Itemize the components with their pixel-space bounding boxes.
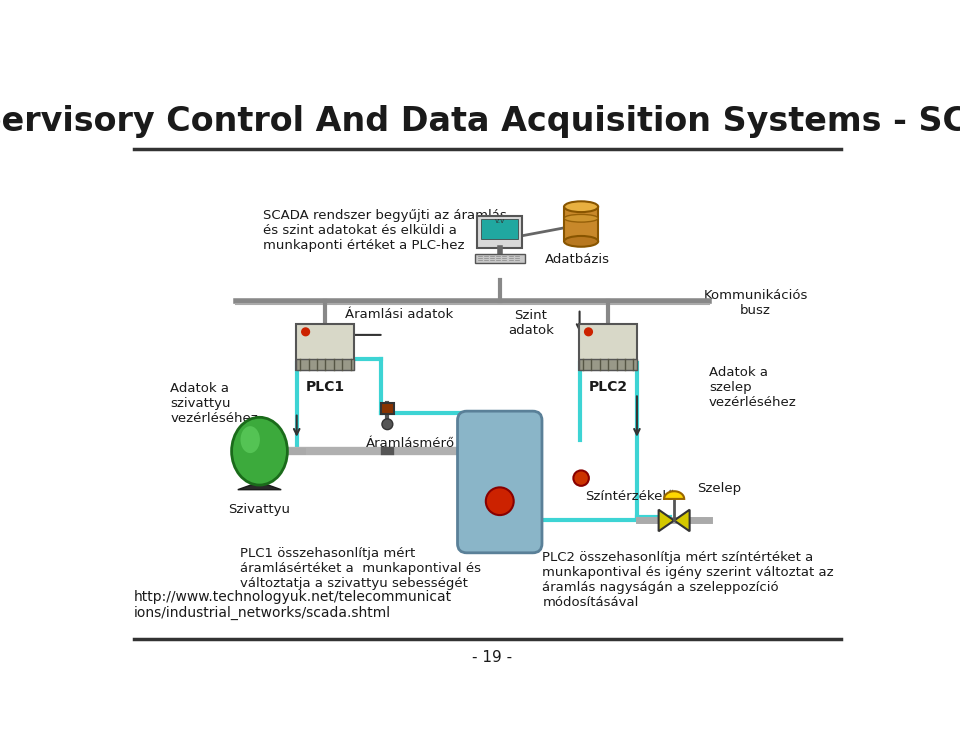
Circle shape [585,328,592,336]
Bar [579,359,637,371]
Text: PLC1 összehasonlítja mért
áramlásértéket a  munkapontival és
változtatja a sziva: PLC1 összehasonlítja mért áramlásértéket… [240,548,481,591]
Text: Áramlásmérő: Áramlásmérő [366,437,455,450]
Bar [474,254,525,263]
Ellipse shape [564,236,598,247]
Text: SCADA rendszer begyűjti az áramlás
és szint adatokat és elküldi a
munkaponti ért: SCADA rendszer begyűjti az áramlás és sz… [263,208,507,251]
Circle shape [382,419,393,429]
Ellipse shape [564,202,598,212]
Text: Színtérzékelő: Színtérzékelő [585,490,674,504]
Text: - 19 -: - 19 - [472,650,512,665]
Circle shape [486,487,514,515]
Text: PLC2 összehasonlítja mért színtértéket a
munkapontival és igény szerint változta: PLC2 összehasonlítja mért színtértéket a… [542,551,834,609]
Text: http://www.technologyuk.net/telecommunicat
ions/industrial_networks/scada.shtml: http://www.technologyuk.net/telecommunic… [134,590,452,620]
FancyBboxPatch shape [458,411,542,553]
Polygon shape [238,482,281,490]
Text: v:v: v:v [494,218,505,224]
Text: PLC1: PLC1 [306,379,345,394]
Text: Adatbázis: Adatbázis [544,253,610,266]
Text: Szelep: Szelep [697,481,741,495]
Text: Szint
adatok: Szint adatok [508,309,554,337]
Polygon shape [664,491,684,499]
Text: Supervisory Control And Data Acquisition Systems - SCADA: Supervisory Control And Data Acquisition… [0,105,960,138]
Ellipse shape [231,417,287,485]
Bar [481,219,518,240]
Bar [564,207,598,241]
FancyBboxPatch shape [579,324,637,371]
Circle shape [573,470,588,486]
Text: Adatok a
szelep
vezérléséhez: Adatok a szelep vezérléséhez [709,367,797,409]
Bar [297,359,354,371]
Polygon shape [659,510,674,531]
Circle shape [301,328,309,336]
Text: Kommunikációs
busz: Kommunikációs busz [704,289,807,318]
Ellipse shape [564,214,598,222]
Text: Áramlási adatok: Áramlási adatok [345,309,453,321]
Polygon shape [674,510,689,531]
Text: Szivattyu: Szivattyu [228,503,291,516]
Text: Adatok a
szivattyu
vezérléséhez: Adatok a szivattyu vezérléséhez [170,382,258,425]
Text: PLC2: PLC2 [588,379,628,394]
FancyBboxPatch shape [477,216,522,248]
Ellipse shape [241,426,260,453]
FancyBboxPatch shape [297,324,354,371]
FancyBboxPatch shape [381,403,394,414]
